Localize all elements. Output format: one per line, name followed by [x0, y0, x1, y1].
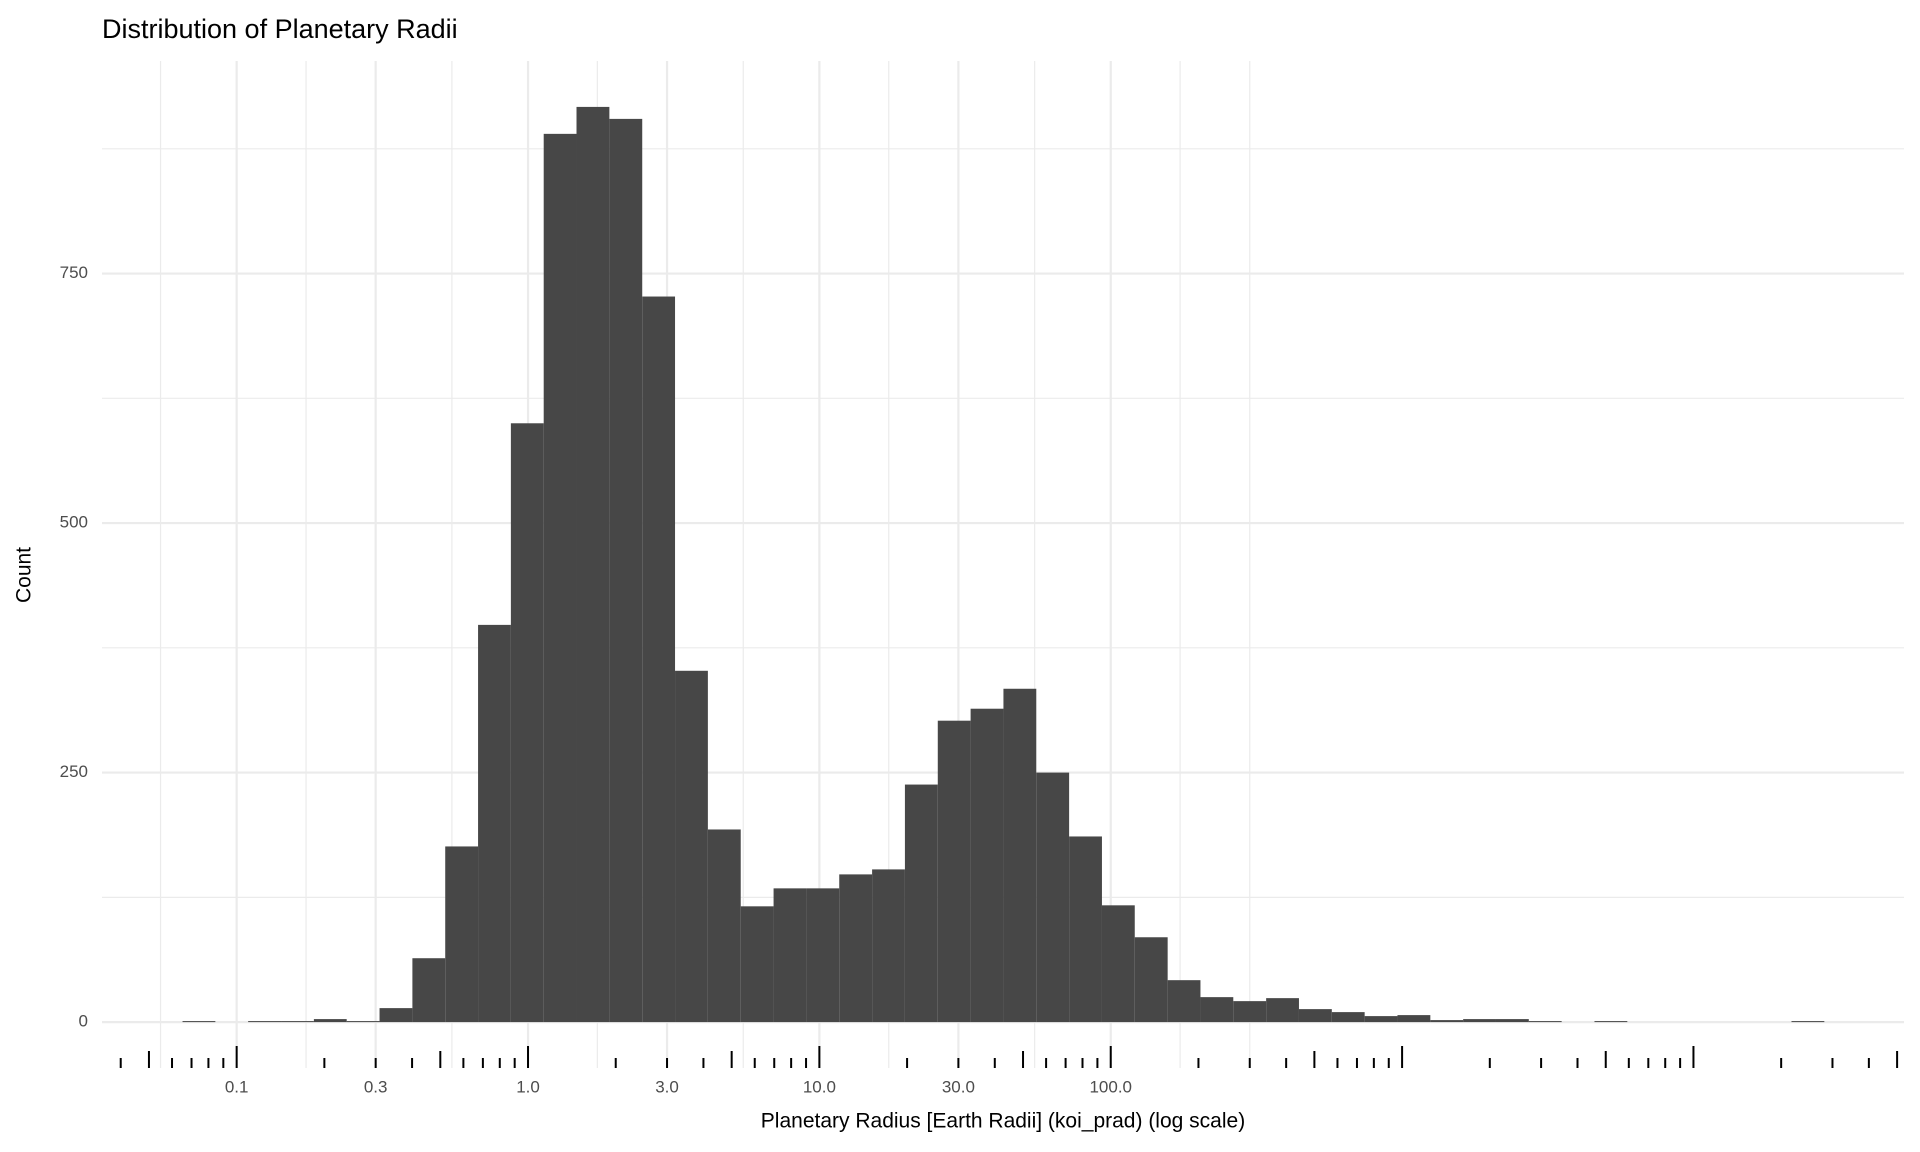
bar [1036, 772, 1070, 1023]
x-tick-label: 10.0 [803, 1077, 836, 1096]
bar [1364, 1016, 1398, 1023]
bar [1003, 688, 1037, 1023]
bar [1069, 836, 1102, 1023]
bar [1101, 905, 1135, 1023]
bar [1298, 1009, 1332, 1023]
x-tick-label: 0.1 [225, 1077, 249, 1096]
bar [1594, 1021, 1628, 1023]
bar [773, 888, 807, 1023]
bar [1266, 998, 1299, 1023]
y-tick-label: 0 [79, 1012, 88, 1031]
bar [1528, 1021, 1562, 1023]
bar [248, 1021, 282, 1023]
y-axis-label: Count [13, 547, 36, 603]
chart-title: Distribution of Planetary Radii [102, 14, 458, 44]
bar [478, 624, 511, 1023]
ticks: 0 250 500 750 0.1 0.3 1.0 3.0 10.0 30.0 100.0 [60, 263, 1899, 1096]
bar [609, 118, 643, 1023]
bar [281, 1021, 314, 1023]
bar [379, 1008, 413, 1023]
bar [1430, 1020, 1464, 1023]
bar [1463, 1019, 1496, 1023]
y-tick-label: 750 [60, 263, 88, 282]
bar [806, 888, 840, 1023]
bar [313, 1019, 347, 1023]
x-tick-label: 30.0 [942, 1077, 975, 1096]
bar [937, 720, 971, 1023]
bar [872, 869, 905, 1023]
bar [642, 296, 676, 1023]
x-tick-label: 1.0 [516, 1077, 540, 1096]
bar [740, 906, 774, 1023]
y-tick-label: 250 [60, 762, 88, 781]
bar [707, 829, 741, 1023]
x-tick-label: 100.0 [1089, 1077, 1132, 1096]
bar [346, 1021, 380, 1023]
bar [510, 423, 544, 1023]
bar [839, 874, 873, 1023]
bar [412, 958, 446, 1023]
bar [576, 106, 610, 1023]
bar [182, 1021, 216, 1023]
bar [1134, 937, 1168, 1023]
bar [1791, 1021, 1825, 1023]
bar [1200, 997, 1234, 1023]
bar [543, 133, 577, 1023]
bar [675, 670, 708, 1023]
x-axis-label: Planetary Radius [Earth Radii] (koi_prad… [761, 1110, 1245, 1133]
bar [1495, 1019, 1529, 1023]
y-tick-label: 500 [60, 513, 88, 532]
bar [1167, 980, 1201, 1023]
bar [970, 708, 1004, 1023]
bar [445, 846, 479, 1023]
bar [1331, 1012, 1365, 1023]
bars [182, 106, 1825, 1023]
bar [1233, 1001, 1267, 1023]
bar [1397, 1015, 1431, 1023]
x-tick-label: 3.0 [655, 1077, 679, 1096]
bar [904, 784, 938, 1023]
x-tick-label: 0.3 [364, 1077, 388, 1096]
